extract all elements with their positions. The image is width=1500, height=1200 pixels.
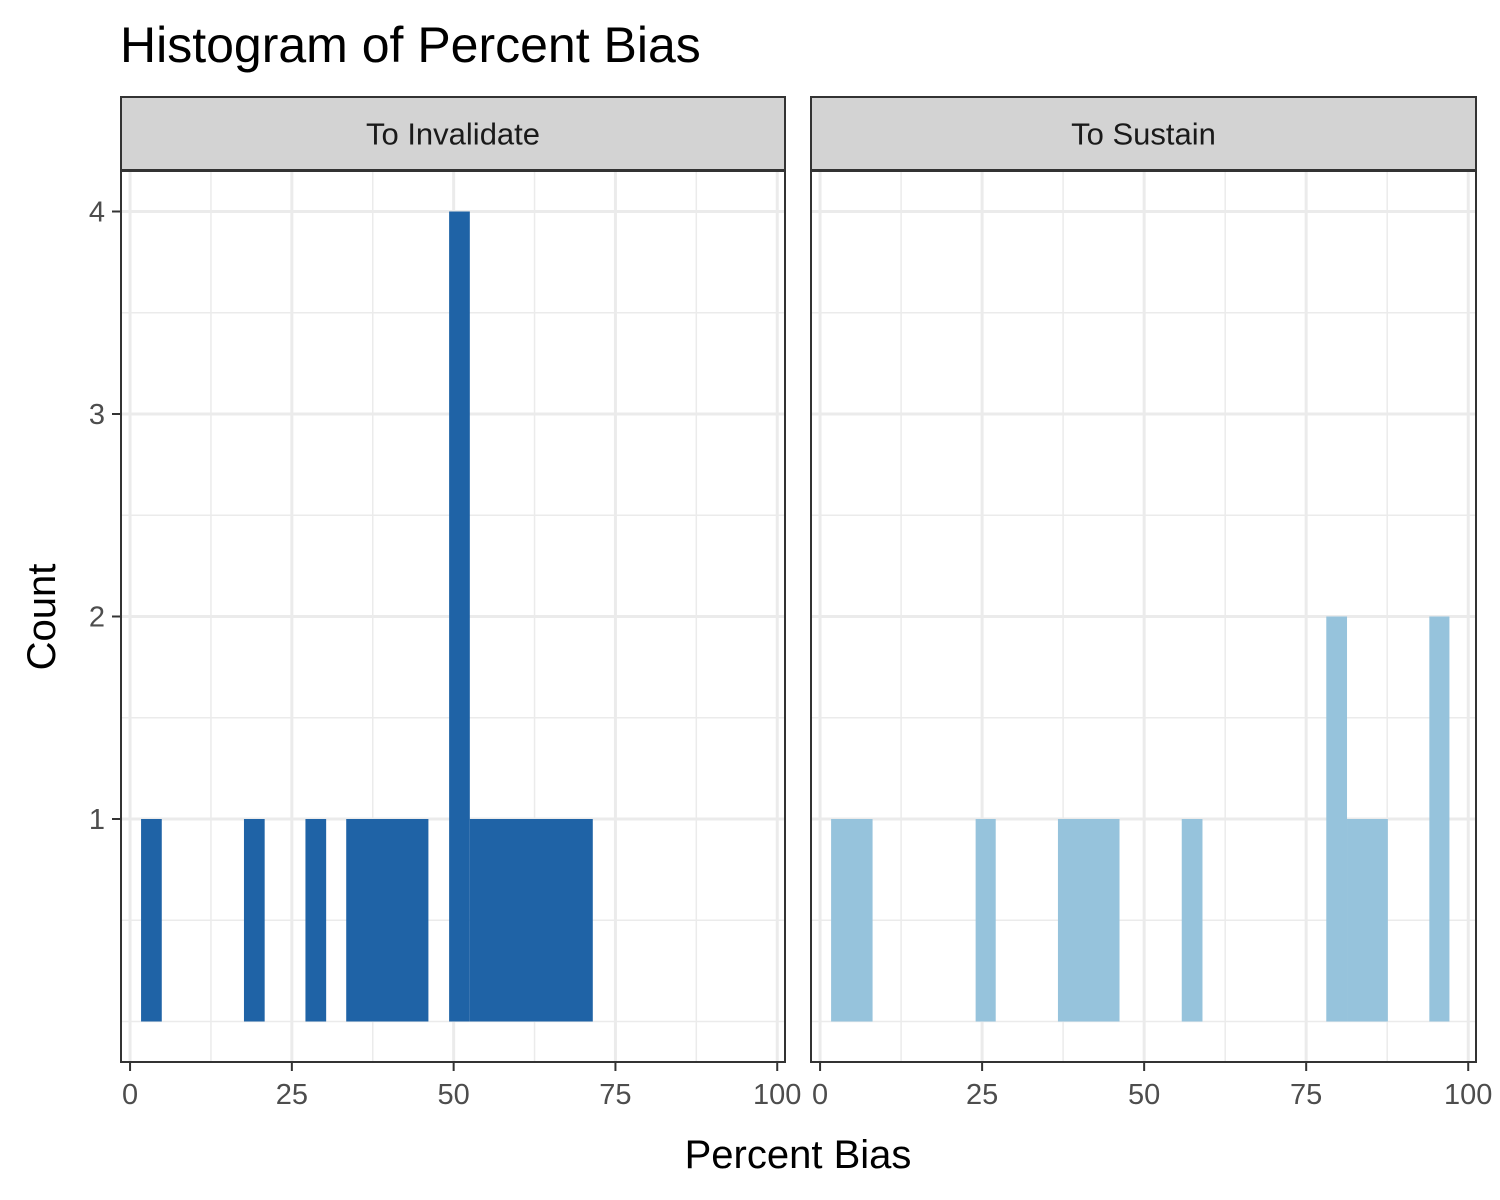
x-tick-label: 0: [812, 1079, 828, 1111]
x-tick-label: 75: [599, 1079, 631, 1111]
chart-title: Histogram of Percent Bias: [120, 17, 701, 73]
facet-strip-label: To Sustain: [1071, 117, 1216, 152]
x-tick-label: 75: [1290, 1079, 1322, 1111]
x-tick-label: 100: [1444, 1079, 1492, 1111]
histogram-bar: [1326, 616, 1348, 1022]
x-tick-label: 100: [753, 1079, 801, 1111]
facet-panel: To Invalidate 0 25 50 75 100 1 2 3 4: [89, 96, 801, 1111]
facet-strip: [810, 96, 1477, 171]
y-tick-label: 4: [89, 197, 105, 229]
histogram-bar: [1347, 819, 1388, 1022]
facet-strip-label: To Invalidate: [366, 117, 540, 152]
x-tick-label: 25: [966, 1079, 998, 1111]
y-axis-title: Count: [20, 564, 64, 671]
histogram-bar: [1429, 616, 1450, 1022]
y-tick-label: 2: [89, 602, 105, 634]
histogram-bar: [449, 211, 470, 1022]
histogram-bar: [346, 819, 429, 1022]
y-tick-label: 3: [89, 399, 105, 431]
histogram-bar: [975, 819, 996, 1022]
y-tick-label: 1: [89, 804, 105, 836]
histogram-bar: [469, 819, 593, 1022]
facet-panels: To Invalidate 0 25 50 75 100 1 2 3 4 To Sustain 0 25…: [89, 96, 1492, 1111]
x-tick-label: 50: [438, 1079, 470, 1111]
x-tick-label: 25: [276, 1079, 308, 1111]
histogram-bar: [1057, 819, 1120, 1022]
facet-strip: [120, 96, 786, 171]
histogram-bar: [141, 819, 162, 1022]
x-tick-label: 0: [122, 1079, 138, 1111]
histogram-bar: [1181, 819, 1203, 1022]
histogram-bar: [831, 819, 873, 1022]
histogram-bar: [305, 819, 327, 1022]
x-tick-label: 50: [1128, 1079, 1160, 1111]
histogram-bar: [243, 819, 265, 1022]
facet-panel: To Sustain 0 25 50 75 100: [810, 96, 1492, 1111]
x-axis-title: Percent Bias: [685, 1133, 912, 1177]
